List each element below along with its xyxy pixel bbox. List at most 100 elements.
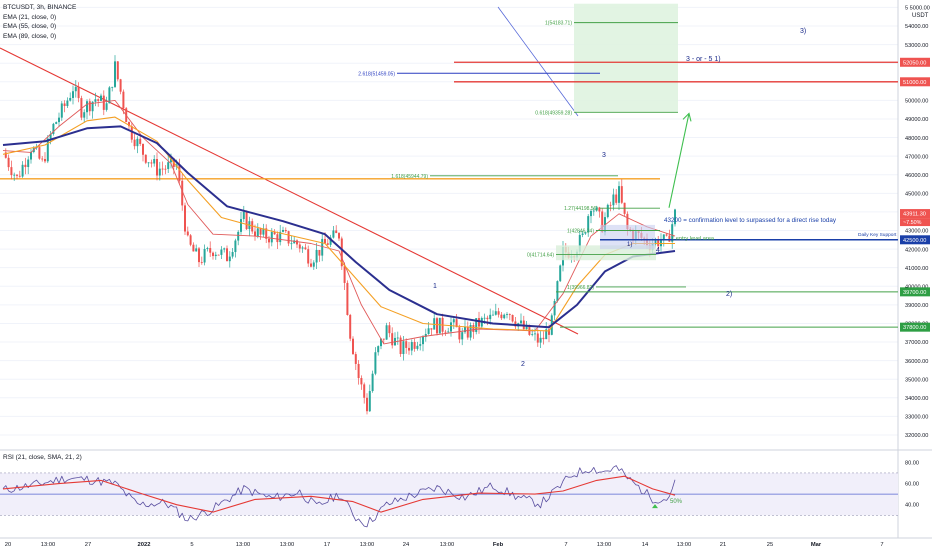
candle-body (24, 164, 27, 168)
fib-level-label: 1.27(44198.56) (564, 206, 598, 212)
candle-body (326, 243, 329, 245)
candle-body (413, 342, 416, 349)
candle-body (584, 232, 587, 234)
candle-body (74, 86, 77, 92)
candle-body (77, 86, 80, 99)
candle-body (287, 231, 290, 244)
change-tag-bg (900, 218, 930, 227)
candle-body (424, 333, 427, 337)
candle-body (284, 229, 287, 232)
price-tick-label: 45000.00 (905, 192, 928, 198)
candle-body (83, 112, 86, 118)
price-tick-label: 53000.00 (905, 43, 928, 49)
wave-labels: 1 2 3 4 1) 2) 3) 3 - or - 5 1) 43200 = confirmat… (433, 28, 897, 368)
candle-body (198, 248, 200, 263)
rsi-arrow (652, 504, 658, 509)
candle-body (615, 194, 618, 203)
candle-body (178, 164, 181, 181)
time-tick-label: 7 (564, 542, 567, 548)
candle-body (385, 325, 388, 340)
candle-body (237, 231, 240, 241)
candle-body (142, 143, 144, 155)
candle-body (592, 210, 595, 212)
time-tick-label: 17 (324, 542, 330, 548)
tag-39700-bg (900, 287, 930, 297)
confirmation-note: 43200 = confirmation level to surpassed … (664, 217, 837, 224)
candle-body (270, 232, 273, 243)
candle-body (536, 333, 539, 343)
time-tick-label: Feb (493, 542, 504, 548)
candle-body (268, 238, 270, 243)
candle-body (265, 228, 268, 239)
tag-37800-label: 37800.00 (903, 325, 926, 331)
candle-body (338, 233, 340, 239)
candle-body (360, 378, 363, 385)
candle-body (293, 240, 296, 244)
candle-body (189, 235, 192, 245)
price-tick-label: 32000.00 (905, 433, 928, 439)
time-tick-label: 21 (720, 542, 726, 548)
time-tick-label: 13:00 (597, 542, 612, 548)
candle-body (147, 162, 150, 164)
candle-body (436, 318, 438, 334)
candle-body (161, 168, 164, 170)
candle-body (223, 248, 226, 250)
candle-body (410, 342, 413, 351)
candle-body (357, 363, 360, 379)
price-tick-label: 43000.00 (905, 229, 928, 235)
time-tick-label: 13:00 (360, 542, 375, 548)
candle-body (245, 211, 248, 230)
candle-body (578, 234, 581, 252)
rsi-50-label: 50% (670, 499, 683, 505)
candle-body (377, 346, 380, 353)
candle-body (606, 204, 609, 218)
drawings (0, 6, 660, 335)
candle-body (153, 159, 156, 164)
candle-body (130, 126, 133, 140)
candle-body (374, 352, 377, 374)
candle-body (164, 168, 167, 170)
candle-body (618, 186, 620, 203)
candle-body (139, 138, 142, 144)
candle-body (186, 231, 189, 236)
candle-body (391, 333, 394, 346)
candle-body (405, 341, 408, 348)
candle-body (97, 99, 100, 101)
candle-body (654, 239, 657, 245)
change-tag-label: ~7.50% (903, 220, 922, 226)
fib-level-label: 1(39966.82) (567, 285, 594, 291)
time-tick-label: 13:00 (280, 542, 295, 548)
tag-37800-bg (900, 322, 930, 332)
price-tick-label: 49000.00 (905, 117, 928, 123)
candle-body (86, 101, 88, 113)
steep-trendline (497, 6, 579, 117)
candle-body (601, 211, 604, 233)
candle-body (13, 174, 16, 176)
candle-body (503, 314, 506, 319)
candle-body (315, 249, 318, 263)
wave-2-label: 2 (521, 361, 525, 368)
candle-body (354, 354, 357, 364)
candle-body (122, 91, 125, 109)
last-price-tag-label: 43911.30 (903, 212, 926, 218)
price-tags: 43911.30 52050.00 51000.00 42500.00 39700.00… (900, 57, 930, 332)
candle-body (220, 249, 223, 255)
wave-3-label: 3 (602, 152, 606, 159)
fib-level-label: 1(42846.34) (567, 229, 594, 235)
candle-body (304, 247, 307, 250)
wave-3-or-5-label: 3 - or - 5 1) (686, 56, 721, 63)
tag-42500-bg (900, 235, 930, 245)
candle-body (595, 207, 598, 211)
fib-level-label: 1.618(45944.79) (391, 174, 428, 180)
candle-body (150, 162, 153, 164)
candle-body (259, 228, 262, 235)
candle-body (447, 331, 450, 333)
candle-body (111, 86, 114, 88)
candle-body (612, 194, 615, 206)
price-tick-label: 47000.00 (905, 154, 928, 160)
time-tick-label: 13:00 (41, 542, 56, 548)
candle-body (416, 345, 419, 349)
rsi-tick-label: 80.00 (905, 460, 919, 466)
